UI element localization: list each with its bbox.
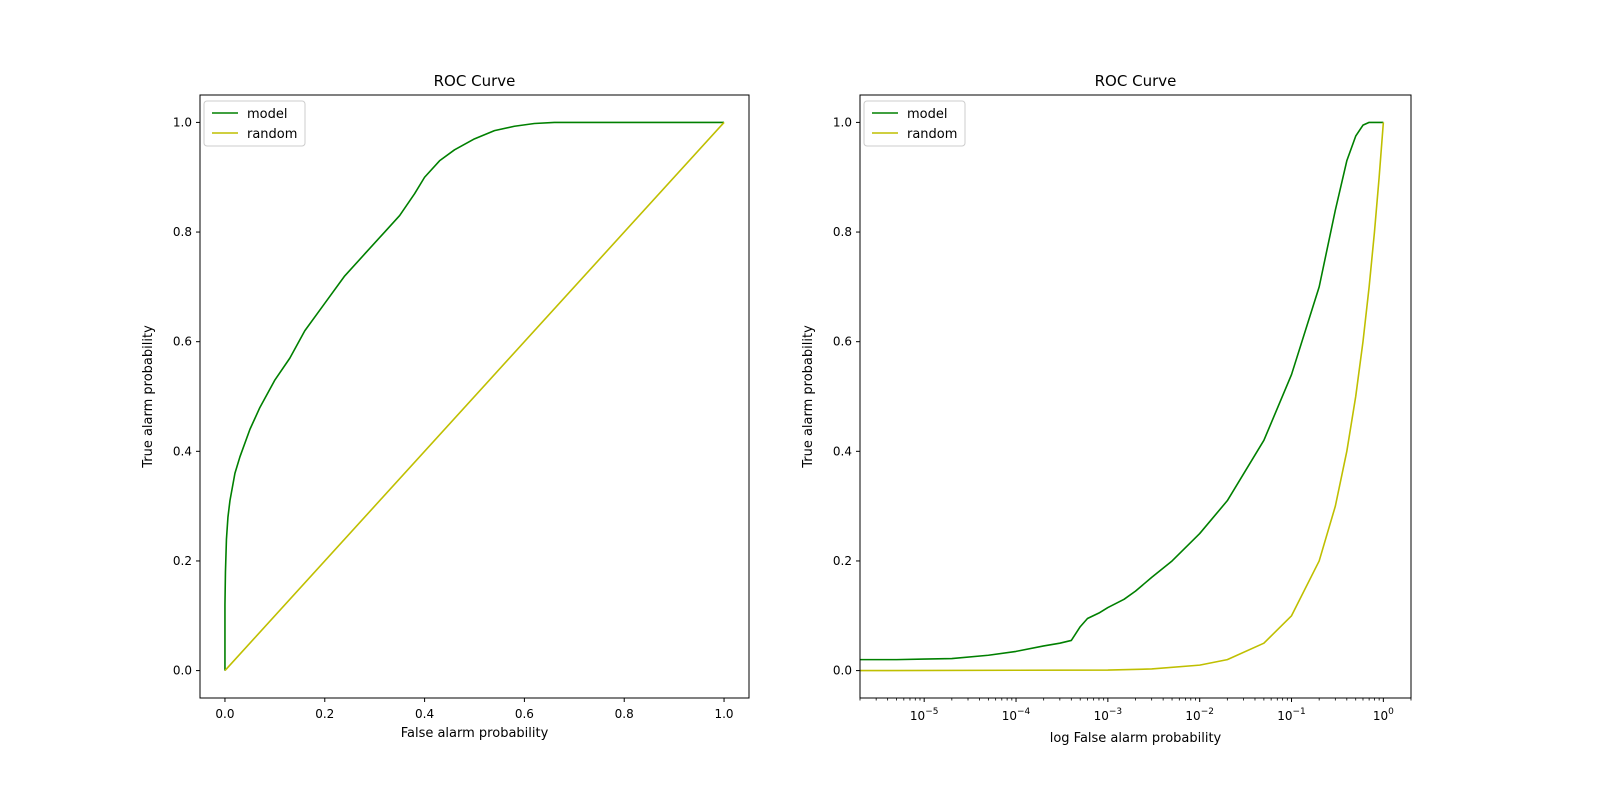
series-line-random (860, 122, 1385, 672)
x-tick-label: 0.6 (515, 707, 534, 721)
y-tick-label: 0.8 (833, 225, 852, 239)
y-tick-label: 0.6 (833, 335, 852, 349)
legend-label-random: random (907, 127, 957, 142)
axes-frame (859, 94, 1412, 699)
chart-title: ROC Curve (1095, 72, 1177, 90)
right-roc-log-chart: 0.0 0.2 0.4 0.6 0.8 1.0 10−5 10−4 10−3 10−2 10−1 10… (801, 72, 1412, 746)
x-tick-label: 10−3 (1094, 707, 1123, 723)
y-tick-label: 0.0 (173, 664, 192, 678)
series-line-random (224, 121, 725, 672)
y-tick-label: 1.0 (833, 115, 852, 129)
y-axis-label: True alarm probability (801, 325, 816, 469)
x-tick-label: 10−2 (1185, 707, 1214, 723)
series-line-model (860, 121, 1384, 661)
plot-area (224, 121, 725, 672)
legend: model random (863, 100, 966, 147)
y-tick-label: 0.0 (833, 664, 852, 678)
x-tick-label: 0.0 (215, 707, 234, 721)
y-tick-label: 0.8 (173, 225, 192, 239)
y-tick-label: 0.2 (833, 554, 852, 568)
x-axis-label: False alarm probability (401, 726, 549, 741)
x-tick-label: 0.8 (615, 707, 634, 721)
x-tick-label: 0.2 (315, 707, 334, 721)
x-tick-label: 100 (1373, 707, 1394, 723)
y-tick-label: 0.2 (173, 554, 192, 568)
y-tick-label: 0.6 (173, 335, 192, 349)
legend-label-random: random (247, 127, 297, 142)
x-tick-label: 10−5 (910, 707, 939, 723)
y-tick-label: 0.4 (173, 444, 192, 458)
x-tick-label: 10−1 (1277, 707, 1306, 723)
legend: model random (203, 100, 306, 147)
y-tick-label: 1.0 (173, 115, 192, 129)
x-tick-label: 1.0 (714, 707, 733, 721)
chart-title: ROC Curve (434, 72, 516, 90)
legend-label-model: model (247, 107, 287, 122)
plot-area (860, 121, 1385, 672)
series-line-model (224, 121, 725, 671)
left-roc-chart: 0.0 0.2 0.4 0.6 0.8 1.0 0.0 0.2 0.4 0.6 0.8 1.0 ROC … (141, 72, 750, 741)
x-tick-label: 0.4 (415, 707, 434, 721)
axes-frame (199, 94, 750, 699)
x-axis-label: log False alarm probability (1050, 731, 1222, 746)
y-axis-label: True alarm probability (141, 325, 156, 469)
x-tick-label: 10−4 (1002, 707, 1031, 723)
y-tick-label: 0.4 (833, 444, 852, 458)
legend-label-model: model (907, 107, 947, 122)
